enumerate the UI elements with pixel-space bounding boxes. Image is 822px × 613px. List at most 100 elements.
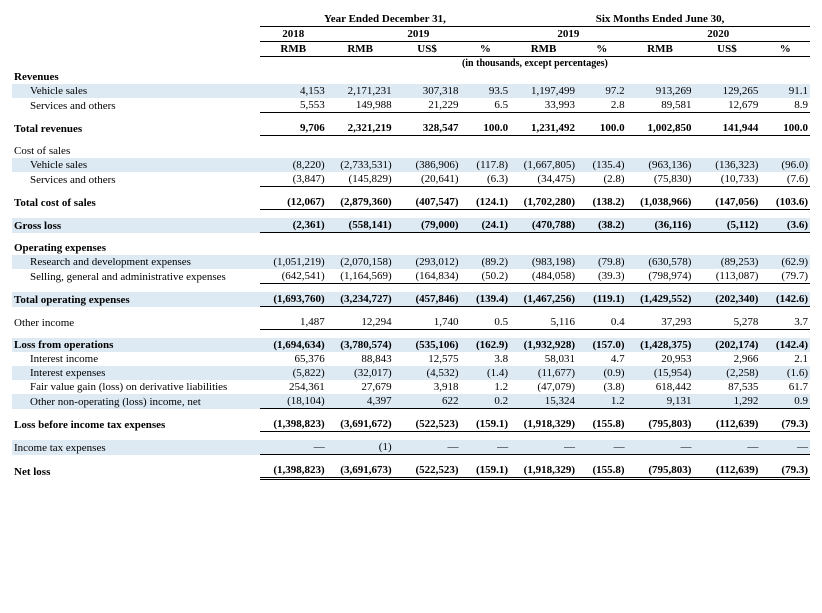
row-label: Total operating expenses	[12, 292, 260, 307]
cell-value: 2,321,219	[327, 121, 394, 136]
cell-value: (2,361)	[260, 218, 327, 233]
cell-value: 1,197,499	[510, 84, 577, 98]
cell-value: (112,639)	[693, 417, 760, 432]
cell-value: (36,116)	[627, 218, 694, 233]
cell-value: 1.2	[577, 394, 627, 409]
cell-value: 9,131	[627, 394, 694, 409]
unit-uss: US$	[693, 42, 760, 57]
cell-value: (3.6)	[760, 218, 810, 233]
cell-value: (119.1)	[577, 292, 627, 307]
cell-value: 4,397	[327, 394, 394, 409]
cell-value: (89,253)	[693, 255, 760, 269]
cell-value: —	[577, 440, 627, 455]
cell-value: 1,002,850	[627, 121, 694, 136]
cell-value: 88,843	[327, 352, 394, 366]
cell-value: (20,641)	[394, 172, 461, 187]
cell-value: (963,136)	[627, 158, 694, 172]
cell-value: (535,106)	[394, 338, 461, 352]
cell-value: 12,294	[327, 315, 394, 330]
cell-value: 12,679	[693, 98, 760, 113]
cell-value: (2,879,360)	[327, 195, 394, 210]
row-label: Selling, general and administrative expe…	[12, 269, 260, 284]
row-label: Total revenues	[12, 121, 260, 136]
cell-value: 1,231,492	[510, 121, 577, 136]
row-label: Revenues	[12, 70, 260, 84]
cell-value: (142.4)	[760, 338, 810, 352]
row-label: Fair value gain (loss) on derivative lia…	[12, 380, 260, 394]
cell-value: (39.3)	[577, 269, 627, 284]
cell-value: (293,012)	[394, 255, 461, 269]
period-1-header: Year Ended December 31,	[260, 12, 510, 27]
cell-value: 2.1	[760, 352, 810, 366]
cell-value: (155.8)	[577, 417, 627, 432]
cell-value: 0.5	[461, 315, 511, 330]
year-2018: 2018	[260, 27, 327, 42]
cell-value: (96.0)	[760, 158, 810, 172]
cell-value: (32,017)	[327, 366, 394, 380]
cell-value: (10,733)	[693, 172, 760, 187]
cell-value: 89,581	[627, 98, 694, 113]
cell-value: 33,993	[510, 98, 577, 113]
row-label: Gross loss	[12, 218, 260, 233]
cell-value: (470,788)	[510, 218, 577, 233]
cell-value: (202,174)	[693, 338, 760, 352]
cell-value: (522,523)	[394, 417, 461, 432]
cell-value: (3,691,672)	[327, 417, 394, 432]
cell-value: 254,361	[260, 380, 327, 394]
cell-value: (124.1)	[461, 195, 511, 210]
cell-value: (2,070,158)	[327, 255, 394, 269]
row-label: Cost of sales	[12, 144, 260, 158]
cell-value: (1.4)	[461, 366, 511, 380]
cell-value: (1,429,552)	[627, 292, 694, 307]
cell-value: (1,398,823)	[260, 417, 327, 432]
cell-value: 622	[394, 394, 461, 409]
cell-value: (139.4)	[461, 292, 511, 307]
financial-table: Year Ended December 31, Six Months Ended…	[12, 12, 810, 480]
unit-rmb: RMB	[627, 42, 694, 57]
cell-value: (7.6)	[760, 172, 810, 187]
cell-value: (103.6)	[760, 195, 810, 210]
cell-value: 1,740	[394, 315, 461, 330]
cell-value: (8,220)	[260, 158, 327, 172]
cell-value: 3.7	[760, 315, 810, 330]
cell-value: (2,733,531)	[327, 158, 394, 172]
cell-value: 0.9	[760, 394, 810, 409]
cell-value: (3,847)	[260, 172, 327, 187]
cell-value: (1,398,823)	[260, 463, 327, 479]
unit-pct: %	[461, 42, 511, 57]
row-label: Interest income	[12, 352, 260, 366]
cell-value: (1,164,569)	[327, 269, 394, 284]
cell-value: (159.1)	[461, 463, 511, 479]
cell-value: (135.4)	[577, 158, 627, 172]
cell-value: —	[693, 440, 760, 455]
cell-value: (11,677)	[510, 366, 577, 380]
row-label: Other income	[12, 315, 260, 330]
cell-value: 9,706	[260, 121, 327, 136]
cell-value: 58,031	[510, 352, 577, 366]
cell-value: 27,679	[327, 380, 394, 394]
cell-value: —	[461, 440, 511, 455]
cell-value: (3,780,574)	[327, 338, 394, 352]
cell-value: (79.7)	[760, 269, 810, 284]
cell-value: (386,906)	[394, 158, 461, 172]
cell-value: (147,056)	[693, 195, 760, 210]
row-label: Loss before income tax expenses	[12, 417, 260, 432]
cell-value: 6.5	[461, 98, 511, 113]
cell-value: (1,918,329)	[510, 417, 577, 432]
cell-value: (34,475)	[510, 172, 577, 187]
cell-value: 97.2	[577, 84, 627, 98]
cell-value: 2,966	[693, 352, 760, 366]
unit-pct: %	[577, 42, 627, 57]
cell-value: 0.2	[461, 394, 511, 409]
cell-value: (5,822)	[260, 366, 327, 380]
cell-value: 15,324	[510, 394, 577, 409]
cell-value: 37,293	[627, 315, 694, 330]
cell-value: 2.8	[577, 98, 627, 113]
cell-value: 141,944	[693, 121, 760, 136]
cell-value: (795,803)	[627, 463, 694, 479]
cell-value: (155.8)	[577, 463, 627, 479]
unit-uss: US$	[394, 42, 461, 57]
cell-value: (157.0)	[577, 338, 627, 352]
cell-value: (457,846)	[394, 292, 461, 307]
cell-value: (202,340)	[693, 292, 760, 307]
